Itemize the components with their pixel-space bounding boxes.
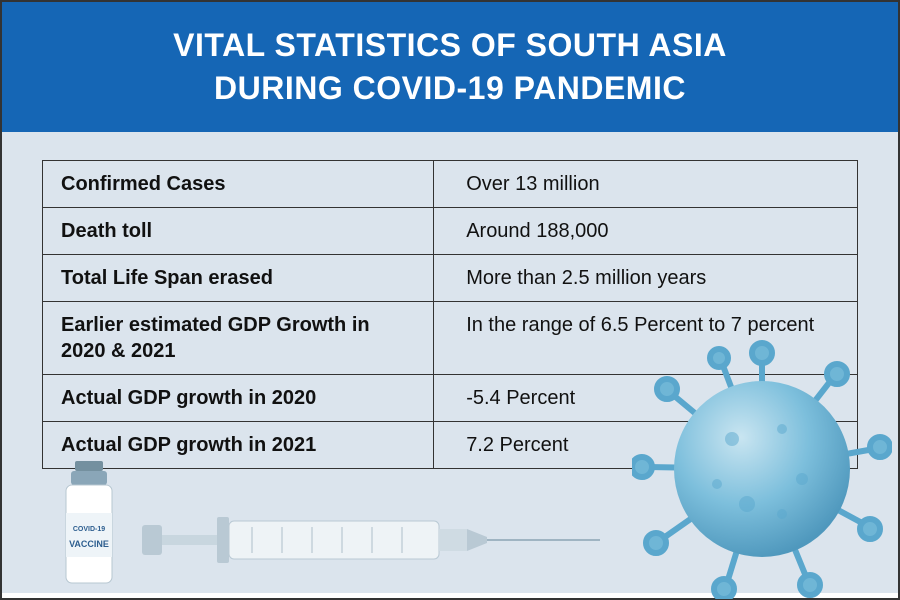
header-title-line1: VITAL STATISTICS OF SOUTH ASIA (22, 24, 878, 67)
header-title-line2: DURING COVID-19 PANDEMIC (22, 67, 878, 110)
stat-label: Actual GDP growth in 2020 (43, 375, 434, 422)
header-banner: VITAL STATISTICS OF SOUTH ASIA DURING CO… (2, 2, 898, 132)
stat-value: More than 2.5 million years (434, 255, 858, 302)
stat-value: 7.2 Percent (434, 422, 858, 469)
table-row: Actual GDP growth in 2021 7.2 Percent (43, 422, 858, 469)
vial-label-line2: VACCINE (69, 539, 109, 549)
stats-table-body: Confirmed CasesOver 13 millionDeath toll… (43, 161, 858, 469)
stat-value: In the range of 6.5 Percent to 7 percent (434, 302, 858, 375)
stat-value: -5.4 Percent (434, 375, 858, 422)
stat-label: Death toll (43, 208, 434, 255)
table-row: Death tollAround 188,000 (43, 208, 858, 255)
table-row: Confirmed CasesOver 13 million (43, 161, 858, 208)
stat-value: Around 188,000 (434, 208, 858, 255)
table-row: Total Life Span erasedMore than 2.5 mill… (43, 255, 858, 302)
stat-value: Over 13 million (434, 161, 858, 208)
table-row: Earlier estimated GDP Growth in 2020 & 2… (43, 302, 858, 375)
stat-label: Actual GDP growth in 2021 (43, 422, 434, 469)
stat-label: Confirmed Cases (43, 161, 434, 208)
stat-label: Total Life Span erased (43, 255, 434, 302)
stat-label: Earlier estimated GDP Growth in 2020 & 2… (43, 302, 434, 375)
vaccine-vial-icon: COVID-19 VACCINE (58, 459, 120, 589)
table-row: Actual GDP growth in 2020-5.4 Percent (43, 375, 858, 422)
stats-table: Confirmed CasesOver 13 millionDeath toll… (42, 160, 858, 469)
infographic-container: VITAL STATISTICS OF SOUTH ASIA DURING CO… (0, 0, 900, 600)
vial-label-line1: COVID-19 (73, 526, 105, 533)
body-area: Confirmed CasesOver 13 millionDeath toll… (2, 132, 898, 593)
syringe-icon (142, 505, 602, 575)
